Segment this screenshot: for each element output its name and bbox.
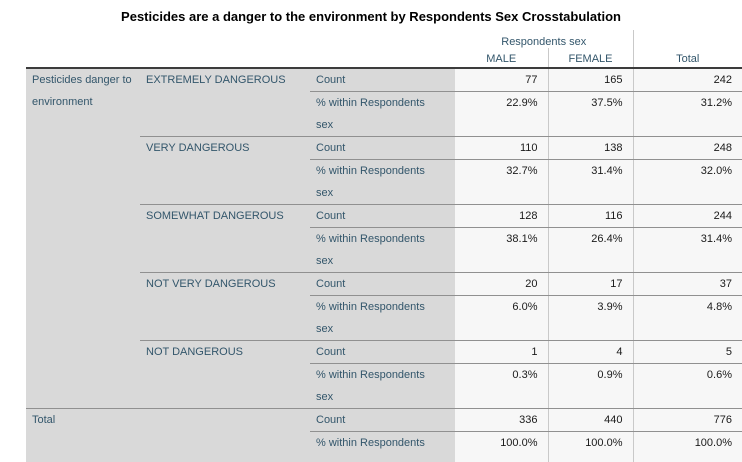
header-blank [26, 48, 455, 69]
header-row-group: Respondents sex [26, 30, 742, 48]
column-group-header: Respondents sex [455, 30, 633, 48]
stat-label-count: Count [310, 272, 455, 296]
category-label: EXTREMELY DANGEROUS [140, 68, 310, 137]
count-cell-female: 440 [547, 408, 633, 432]
count-cell-total: 248 [632, 136, 742, 160]
stat-label-pct-line2: sex [316, 255, 334, 267]
pct-cell-total: 31.2% [632, 91, 742, 137]
row-dimension-label: Pesticides danger to environment [26, 68, 140, 409]
pct-cell-total: 100.0% [632, 431, 742, 462]
table-row: Pesticides danger to environment EXTREME… [26, 68, 742, 409]
stat-label-pct-line2: sex [316, 391, 334, 403]
table-row: % within Respondents sex 22.9% 37.5% 31.… [26, 91, 742, 137]
stat-label-pct: % within Respondents sex [310, 431, 455, 462]
stat-label-count: Count [310, 204, 455, 228]
count-cell-female: 4 [547, 340, 633, 364]
count-cell-female: 116 [547, 204, 633, 228]
count-cell-male: 77 [455, 68, 548, 92]
count-cell-total: 242 [632, 68, 742, 92]
header-blank-total [632, 30, 742, 48]
pct-cell-male: 22.9% [455, 91, 548, 137]
count-cell-male: 336 [455, 408, 548, 432]
pct-cell-male: 100.0% [455, 431, 548, 462]
table-title: Pesticides are a danger to the environme… [121, 9, 621, 24]
pct-cell-female: 31.4% [547, 159, 633, 205]
stat-label-pct: % within Respondents sex [310, 363, 455, 409]
pct-cell-total: 0.6% [632, 363, 742, 409]
stat-label-count: Count [310, 340, 455, 364]
pct-cell-male: 6.0% [455, 295, 548, 341]
stat-label-pct-line1: % within Respondents [316, 165, 425, 177]
table-row: NOT VERY DANGEROUS Count 20 17 37 [26, 272, 742, 341]
count-cell-total: 37 [632, 272, 742, 296]
stat-label-pct: % within Respondents sex [310, 159, 455, 205]
stat-label-pct-line2: sex [316, 323, 334, 335]
stat-label-pct-line2: sex [316, 119, 334, 131]
count-cell-total: 5 [632, 340, 742, 364]
stat-label-count: Count [310, 68, 455, 92]
table-row: % within Respondents sex 38.1% 26.4% 31.… [26, 227, 742, 273]
pct-cell-female: 100.0% [547, 431, 633, 462]
pct-cell-total: 4.8% [632, 295, 742, 341]
count-cell-male: 128 [455, 204, 548, 228]
pct-cell-female: 0.9% [547, 363, 633, 409]
pct-cell-male: 32.7% [455, 159, 548, 205]
stat-label-pct-line1: % within Respondents [316, 97, 425, 109]
table-row-total: % within Respondents sex 100.0% 100.0% 1… [26, 431, 742, 462]
table-row: NOT DANGEROUS Count 1 4 5 [26, 340, 742, 409]
count-cell-total: 244 [632, 204, 742, 228]
total-row-label: Total [26, 408, 310, 462]
count-cell-female: 165 [547, 68, 633, 92]
count-cell-male: 110 [455, 136, 548, 160]
table-row: SOMEWHAT DANGEROUS Count 128 116 244 [26, 204, 742, 273]
stat-label-count: Count [310, 408, 455, 432]
stat-label-pct-line1: % within Respondents [316, 233, 425, 245]
count-cell-male: 1 [455, 340, 548, 364]
pct-cell-female: 3.9% [547, 295, 633, 341]
pct-cell-female: 26.4% [547, 227, 633, 273]
pct-cell-total: 32.0% [632, 159, 742, 205]
stat-label-pct: % within Respondents sex [310, 227, 455, 273]
stat-label-pct: % within Respondents sex [310, 295, 455, 341]
table-row: % within Respondents sex 6.0% 3.9% 4.8% [26, 295, 742, 341]
header-blank [26, 30, 455, 48]
stat-label-pct-line1: % within Respondents [316, 369, 425, 381]
table-row: % within Respondents sex 32.7% 31.4% 32.… [26, 159, 742, 205]
stat-label-pct-line2: sex [316, 187, 334, 199]
category-label: NOT DANGEROUS [140, 340, 310, 409]
pct-cell-female: 37.5% [547, 91, 633, 137]
table-row-total: Total Count 336 440 776 [26, 408, 742, 462]
category-label: NOT VERY DANGEROUS [140, 272, 310, 341]
col-header-male: MALE [455, 48, 548, 69]
count-cell-female: 17 [547, 272, 633, 296]
pct-cell-male: 0.3% [455, 363, 548, 409]
category-label: VERY DANGEROUS [140, 136, 310, 205]
stat-label-pct: % within Respondents sex [310, 91, 455, 137]
count-cell-total: 776 [632, 408, 742, 432]
pct-cell-total: 31.4% [632, 227, 742, 273]
crosstab-table: Respondents sex MALE FEMALE Total Pestic… [26, 30, 742, 462]
header-row-columns: MALE FEMALE Total [26, 48, 742, 69]
count-cell-female: 138 [547, 136, 633, 160]
table-row: VERY DANGEROUS Count 110 138 248 [26, 136, 742, 205]
stat-label-count: Count [310, 136, 455, 160]
count-cell-male: 20 [455, 272, 548, 296]
table-row: % within Respondents sex 0.3% 0.9% 0.6% [26, 363, 742, 409]
category-label: SOMEWHAT DANGEROUS [140, 204, 310, 273]
stat-label-pct-line2: sex [316, 454, 451, 462]
stat-label-pct-line1: % within Respondents [316, 301, 425, 313]
col-header-total: Total [632, 48, 742, 69]
col-header-female: FEMALE [547, 48, 633, 69]
stat-label-pct-line1: % within Respondents [316, 437, 425, 449]
pct-cell-male: 38.1% [455, 227, 548, 273]
